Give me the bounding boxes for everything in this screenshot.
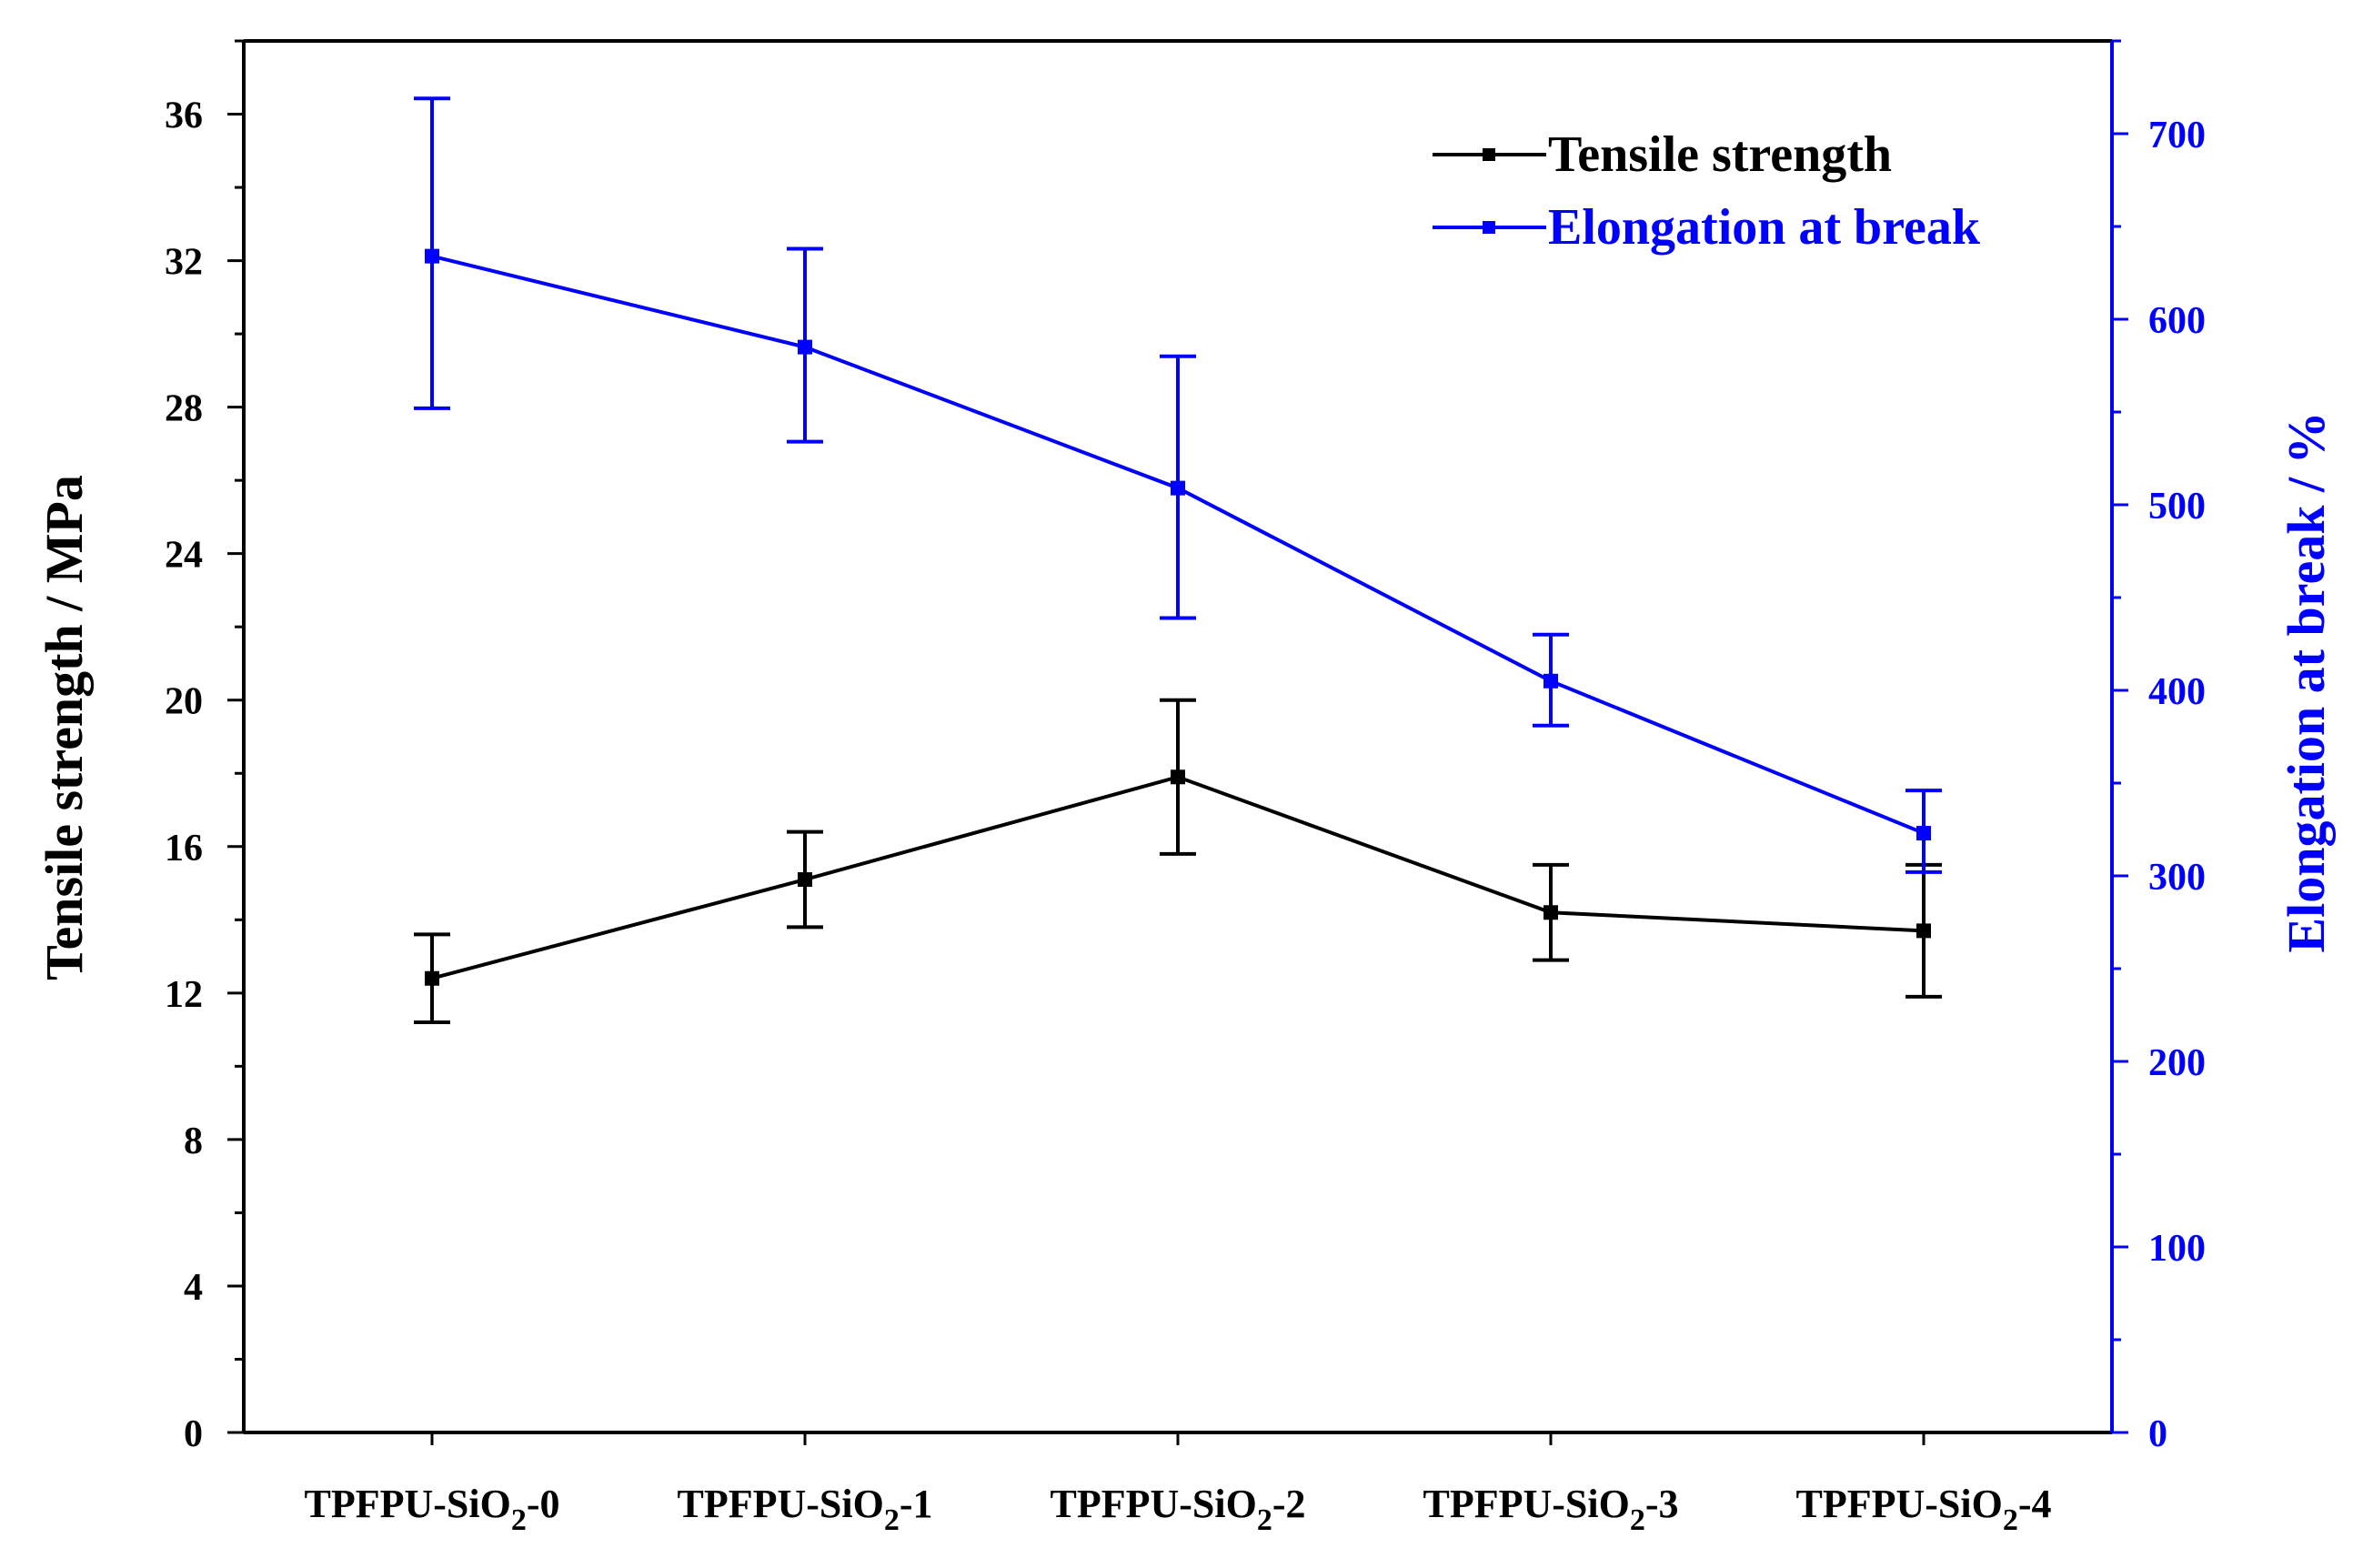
data-point-elongation [425, 248, 439, 264]
axes-frame [242, 39, 2114, 1445]
right-tick-label: 0 [2148, 1413, 2167, 1455]
left-tick-label: 0 [184, 1413, 203, 1455]
data-point-elongation [1171, 480, 1185, 496]
left-tick-label: 32 [165, 242, 203, 284]
right-tick-label: 100 [2148, 1228, 2206, 1270]
data-point-tensile [1171, 769, 1185, 785]
left-tick-label: 16 [165, 828, 203, 869]
data-point-elongation [1916, 826, 1931, 841]
left-tick-label: 20 [165, 681, 203, 723]
data-point-tensile [1543, 905, 1558, 920]
right-tick-label: 200 [2148, 1042, 2206, 1084]
right-tick-label: 700 [2148, 115, 2206, 156]
category-labels: TPFPU-SiO2-0 TPFPU-SiO2-1 TPFPU-SiO2-2 TPFP… [305, 1482, 2052, 1537]
right-axis-ticks: 0 100 200 300 400 500 600 700 [2112, 39, 2206, 1455]
legend-marker-elongation [1483, 221, 1495, 234]
right-axis-title: Elongation at break / % [2277, 411, 2336, 952]
data-point-tensile [425, 970, 439, 986]
left-tick-label: 4 [184, 1267, 203, 1309]
legend-label-elongation: Elongation at break [1548, 199, 1981, 256]
left-tick-label: 28 [165, 388, 203, 430]
legend-label-tensile: Tensile strength [1548, 126, 1892, 183]
legend-marker-tensile [1483, 148, 1495, 161]
right-tick-label: 500 [2148, 486, 2206, 528]
category-label: TPFPU-SiO2-0 [305, 1482, 560, 1537]
data-point-tensile [1916, 923, 1931, 939]
right-tick-label: 600 [2148, 300, 2206, 342]
category-label: TPFPU-SiO2-1 [678, 1482, 933, 1537]
right-tick-label: 300 [2148, 857, 2206, 899]
left-axis-title: Tensile strength / MPa [35, 475, 94, 980]
left-tick-label: 8 [184, 1121, 203, 1162]
series-layer [414, 96, 1942, 1025]
data-point-elongation [798, 339, 812, 355]
category-label: TPFPU-SiO2-3 [1423, 1482, 1679, 1537]
right-tick-label: 400 [2148, 671, 2206, 713]
data-point-elongation [1543, 673, 1558, 689]
left-tick-label: 36 [165, 95, 203, 137]
left-axis-ticks: 0 4 8 12 16 20 24 28 32 36 [165, 39, 244, 1455]
category-label: TPFPU-SiO2-4 [1796, 1482, 2052, 1537]
data-point-tensile [798, 872, 812, 888]
left-tick-label: 12 [165, 974, 203, 1016]
category-label: TPFPU-SiO2-2 [1051, 1482, 1306, 1537]
legend: Tensile strength Elongation at break [1433, 126, 1981, 256]
left-tick-label: 24 [165, 535, 203, 577]
